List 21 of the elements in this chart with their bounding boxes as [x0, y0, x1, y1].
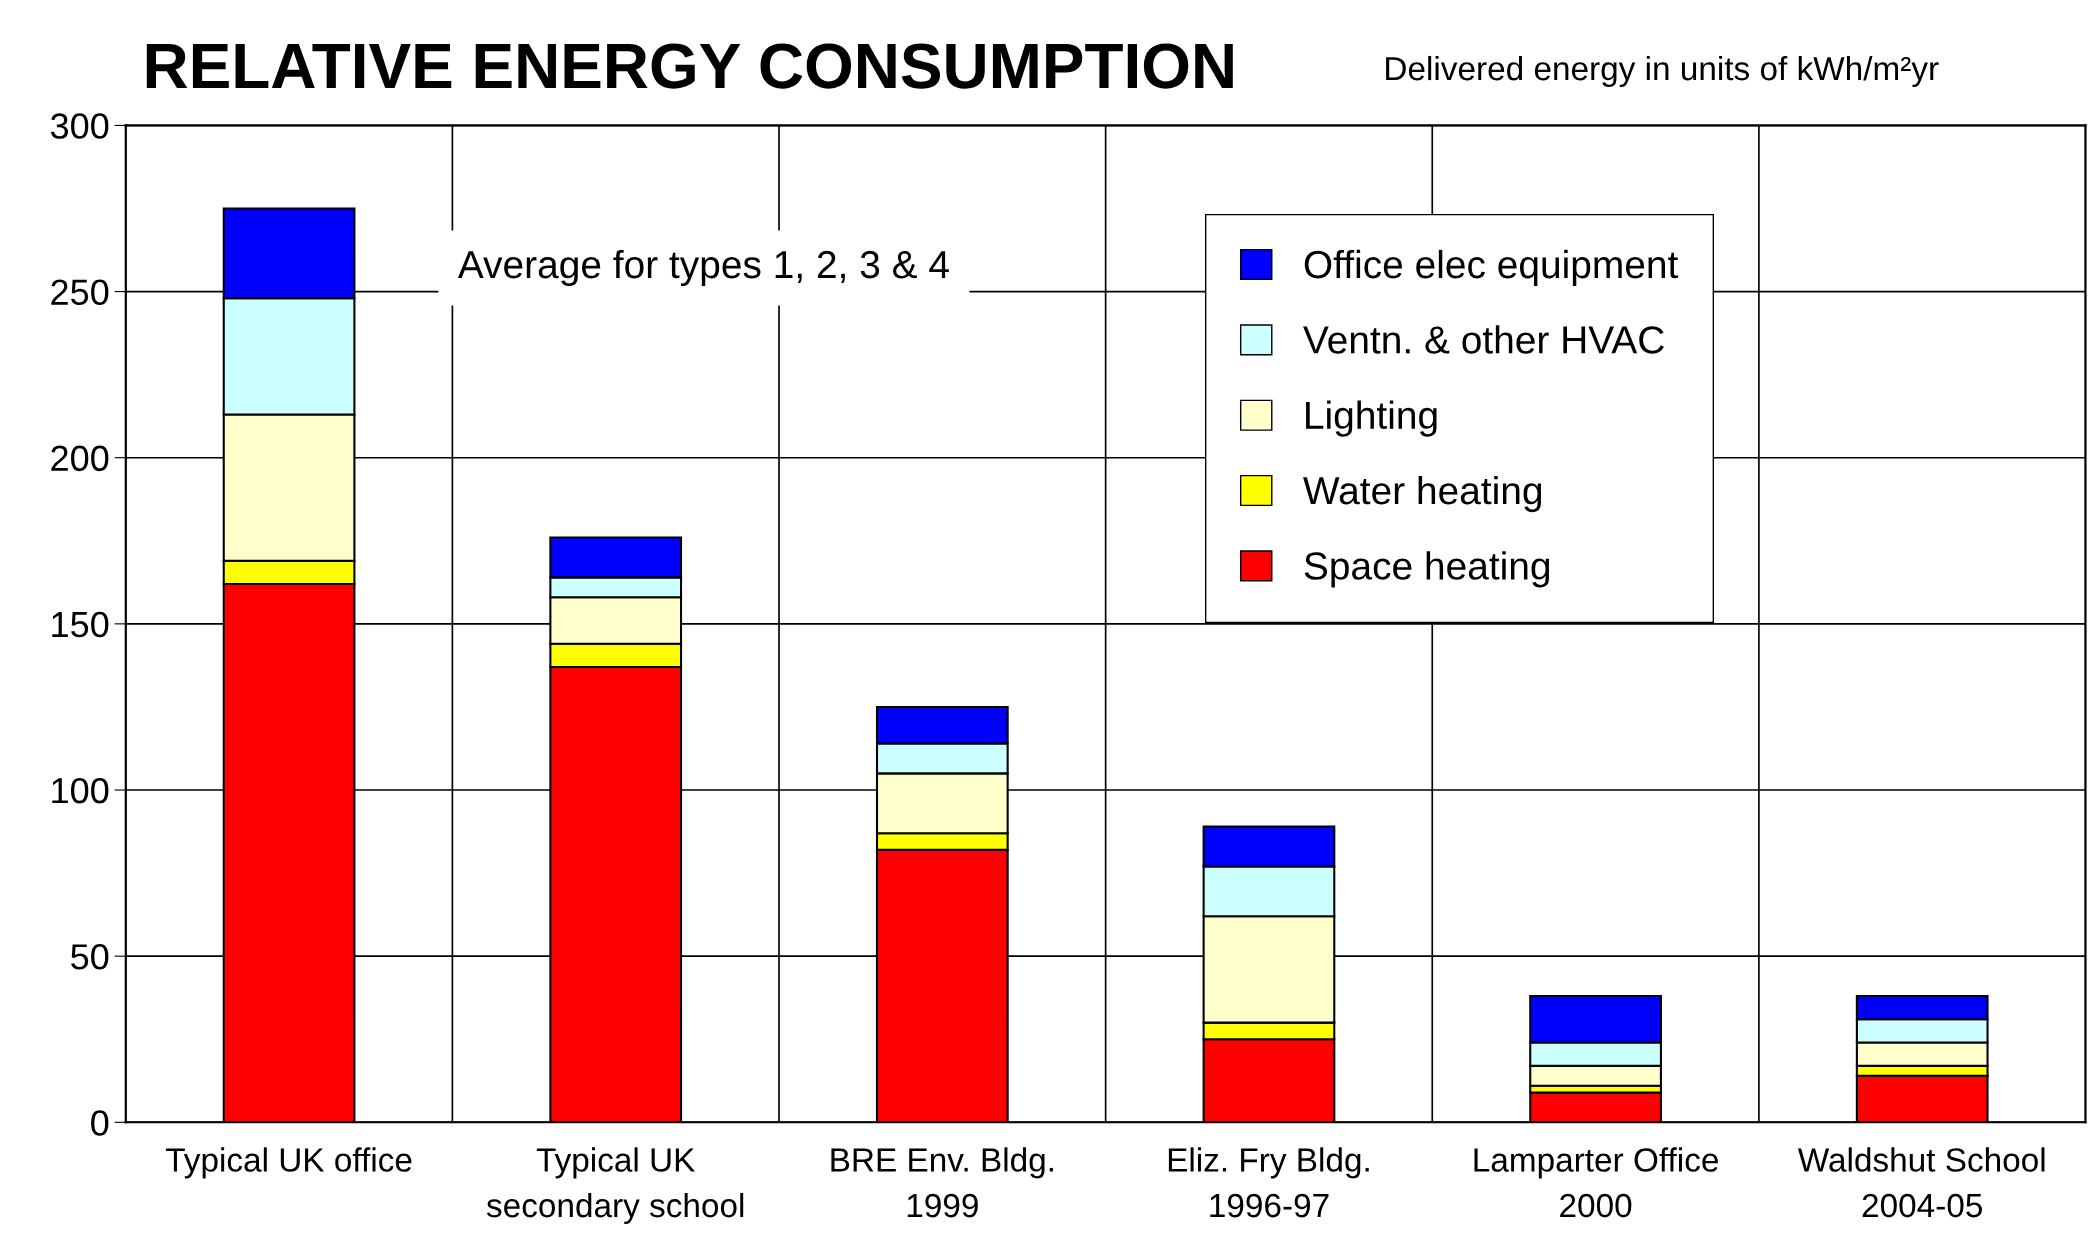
x-tick-label: Lamparter Office 2000 [1474, 1147, 1718, 1218]
legend-label: Ventn. & other HVAC [1303, 325, 1664, 354]
legend-label: Lighting [1306, 400, 1437, 437]
y-tick-label: 50 [71, 944, 109, 970]
legend-label: Space heating [1304, 551, 1550, 588]
chart-title: RELATIVE ENERGY CONSUMPTION [146, 43, 1233, 89]
x-tick-label: Eliz. Fry Bldg. 1996-97 [1168, 1147, 1369, 1218]
x-tick-label: Typical UK office [166, 1147, 412, 1179]
x-tick-label: Waldshut School 2004-05 [1797, 1147, 2045, 1218]
y-tick-label: 200 [51, 445, 109, 472]
y-tick-label: 300 [50, 113, 109, 139]
legend-label: Office elec equipment [1304, 249, 1679, 287]
y-tick-label: 100 [52, 777, 109, 804]
chart-subtitle: Delivered energy in units of kWh/m²yr [1386, 55, 1939, 88]
annotation: Average for types 1, 2, 3 & 4 [457, 249, 949, 287]
y-tick-label: 150 [52, 611, 109, 638]
legend-label: Water heating [1303, 475, 1542, 513]
y-tick-label: 0 [91, 1110, 109, 1136]
x-tick-label: BRE Env. Bldg. 1999 [831, 1147, 1053, 1218]
y-tick-label: 250 [51, 279, 109, 305]
x-tick-label: Typical UK secondary school [486, 1147, 744, 1224]
